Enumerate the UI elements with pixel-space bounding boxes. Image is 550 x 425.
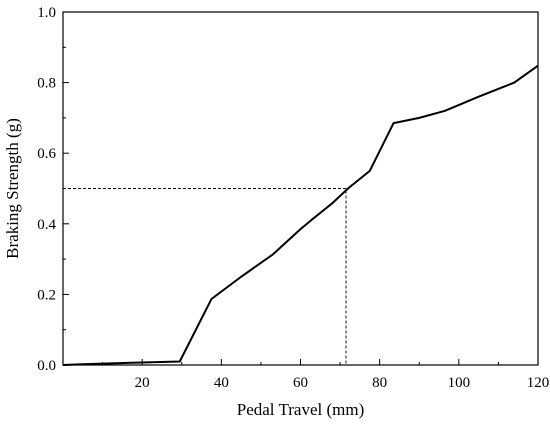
ticks-layer: 20 40 60 80 100 120 0.0 0.2 0.4 0.6 0.8 1.0 [37, 5, 549, 391]
x-tick-label: 20 [135, 375, 150, 391]
x-tick-label: 40 [214, 375, 229, 391]
x-tick-label: 80 [372, 375, 387, 391]
y-axis-title: Braking Strength (g) [3, 118, 22, 259]
y-tick-label: 1.0 [37, 5, 56, 21]
y-tick-label: 0.0 [37, 358, 56, 374]
y-tick-label: 0.2 [37, 287, 56, 303]
x-tick-label: 60 [293, 375, 308, 391]
x-axis-title: Pedal Travel (mm) [237, 400, 365, 419]
x-tick-label: 100 [448, 375, 471, 391]
y-tick-label: 0.8 [37, 76, 56, 92]
series-line [62, 64, 539, 366]
x-tick-label: 120 [527, 375, 550, 391]
y-tick-label: 0.4 [37, 217, 56, 233]
reference-line-dashed [63, 188, 347, 365]
plot-frame [62, 11, 539, 366]
y-tick-label: 0.6 [37, 146, 56, 162]
